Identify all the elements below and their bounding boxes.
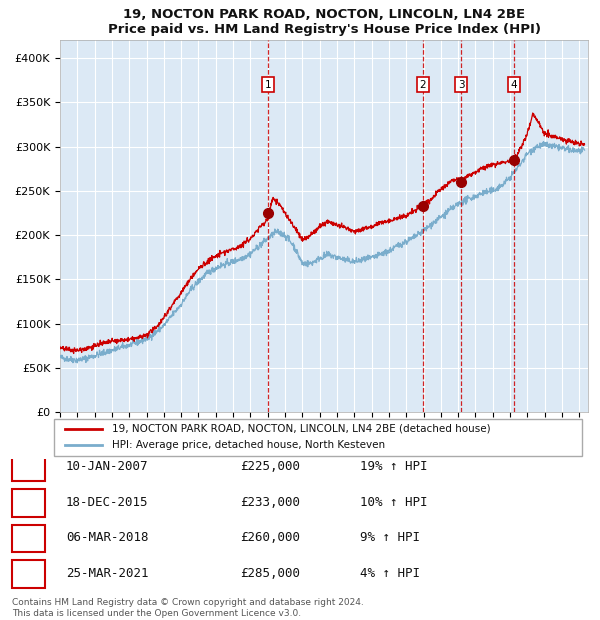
Text: 4% ↑ HPI: 4% ↑ HPI [360,567,420,580]
Text: £285,000: £285,000 [240,567,300,580]
Text: 3: 3 [458,79,464,89]
Text: 19, NOCTON PARK ROAD, NOCTON, LINCOLN, LN4 2BE (detached house): 19, NOCTON PARK ROAD, NOCTON, LINCOLN, L… [112,424,491,434]
Text: HPI: Average price, detached house, North Kesteven: HPI: Average price, detached house, Nort… [112,440,385,450]
Text: 06-MAR-2018: 06-MAR-2018 [66,531,149,544]
Text: 10% ↑ HPI: 10% ↑ HPI [360,496,427,509]
Text: 4: 4 [24,567,32,580]
Text: 2: 2 [24,496,32,509]
Text: 10-JAN-2007: 10-JAN-2007 [66,461,149,473]
Title: 19, NOCTON PARK ROAD, NOCTON, LINCOLN, LN4 2BE
Price paid vs. HM Land Registry's: 19, NOCTON PARK ROAD, NOCTON, LINCOLN, L… [107,8,541,37]
Text: 9% ↑ HPI: 9% ↑ HPI [360,531,420,544]
Text: £225,000: £225,000 [240,461,300,473]
FancyBboxPatch shape [54,418,582,456]
FancyBboxPatch shape [12,489,45,517]
FancyBboxPatch shape [12,525,45,552]
Text: 25-MAR-2021: 25-MAR-2021 [66,567,149,580]
Text: £260,000: £260,000 [240,531,300,544]
Text: 19% ↑ HPI: 19% ↑ HPI [360,461,427,473]
Text: This data is licensed under the Open Government Licence v3.0.: This data is licensed under the Open Gov… [12,609,301,618]
Text: 18-DEC-2015: 18-DEC-2015 [66,496,149,509]
FancyBboxPatch shape [12,560,45,588]
Text: 3: 3 [24,531,32,544]
Text: 4: 4 [511,79,517,89]
Text: 1: 1 [24,461,32,473]
Text: 2: 2 [419,79,426,89]
Text: £233,000: £233,000 [240,496,300,509]
Text: 1: 1 [265,79,272,89]
Text: Contains HM Land Registry data © Crown copyright and database right 2024.: Contains HM Land Registry data © Crown c… [12,598,364,607]
FancyBboxPatch shape [12,454,45,481]
